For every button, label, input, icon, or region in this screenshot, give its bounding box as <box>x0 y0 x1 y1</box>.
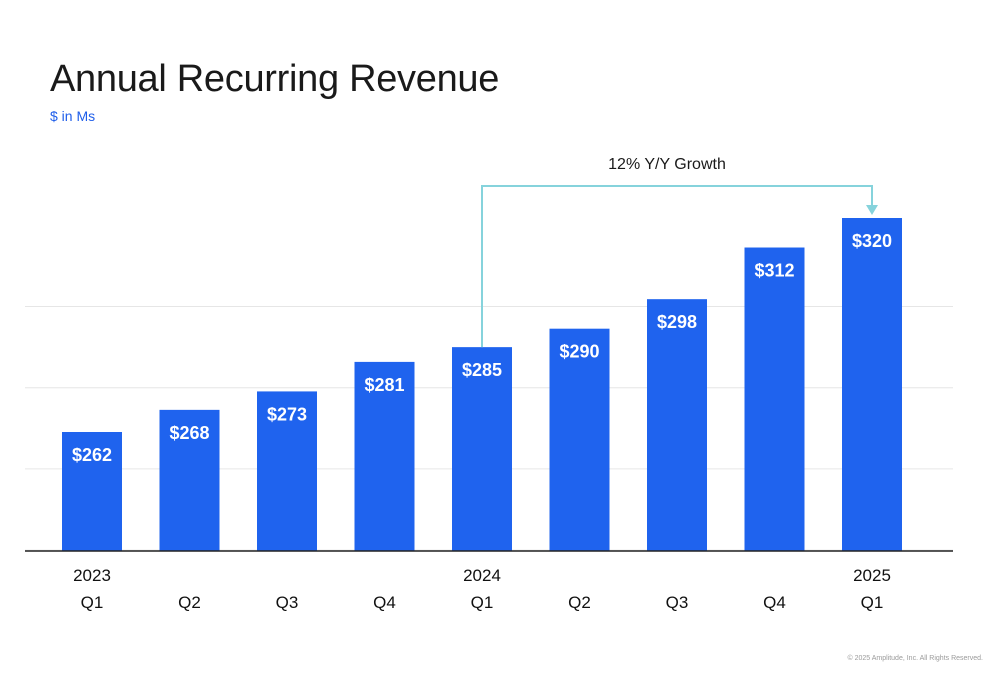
year-tick-label: 2025 <box>853 566 891 585</box>
bar <box>354 361 415 551</box>
copyright-footer: © 2025 Amplitude, Inc. All Rights Reserv… <box>847 655 983 662</box>
quarter-tick-label: Q2 <box>178 593 201 612</box>
bar <box>744 247 805 551</box>
bar <box>62 432 122 551</box>
chart-title: Annual Recurring Revenue <box>50 58 500 100</box>
quarter-tick-label: Q3 <box>276 593 299 612</box>
bar-value-label: $290 <box>559 342 599 362</box>
year-tick-label: 2024 <box>463 566 501 585</box>
growth-annotation-label: 12% Y/Y Growth <box>608 156 726 173</box>
bar-value-label: $298 <box>657 312 697 332</box>
bar-value-label: $262 <box>72 445 112 465</box>
quarter-tick-label: Q4 <box>763 593 786 612</box>
bar <box>842 218 902 551</box>
quarter-tick-label: Q4 <box>373 593 396 612</box>
bar-value-label: $281 <box>364 375 404 395</box>
bar-value-label: $312 <box>754 261 794 281</box>
quarter-tick-label: Q2 <box>568 593 591 612</box>
quarter-tick-label: Q1 <box>861 593 884 612</box>
bar <box>549 328 610 551</box>
chart-subtitle: $ in Ms <box>50 108 96 124</box>
bar-value-label: $273 <box>267 404 307 424</box>
quarter-tick-label: Q3 <box>666 593 689 612</box>
bar-value-label: $285 <box>462 360 502 380</box>
growth-arrowhead <box>866 205 878 215</box>
bar-value-label: $320 <box>852 231 892 251</box>
bar <box>452 347 512 551</box>
bar <box>159 409 220 551</box>
bar <box>257 391 317 551</box>
bar-value-label: $268 <box>169 423 209 443</box>
quarter-tick-label: Q1 <box>471 593 494 612</box>
year-tick-label: 2023 <box>73 566 111 585</box>
growth-bracket <box>481 185 873 348</box>
bar <box>647 299 707 551</box>
quarter-tick-label: Q1 <box>81 593 104 612</box>
